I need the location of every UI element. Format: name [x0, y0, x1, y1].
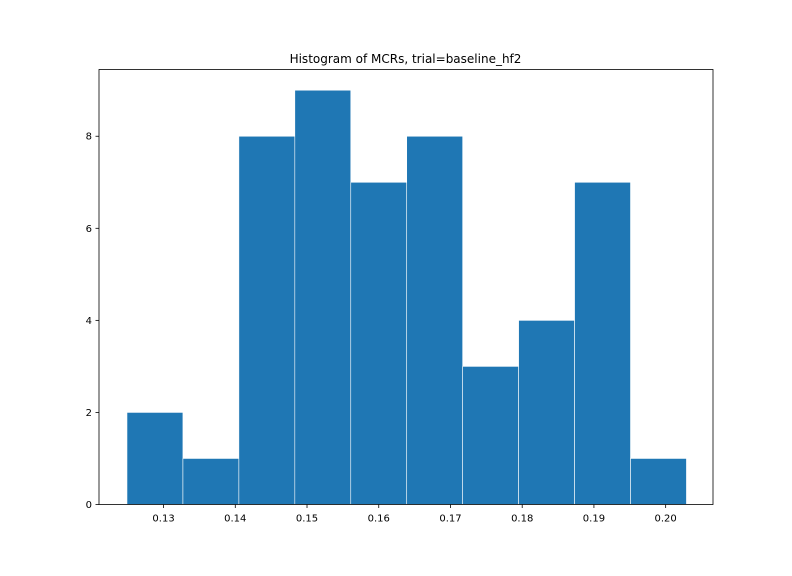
histogram-bar	[518, 320, 575, 505]
x-tick-label: 0.20	[655, 514, 677, 525]
histogram-bar	[630, 458, 687, 505]
histogram-bar	[350, 181, 408, 505]
x-tick-label: 0.17	[439, 514, 461, 525]
histogram-bar	[574, 181, 631, 505]
histogram-bar	[406, 135, 463, 505]
x-tick-label: 0.16	[368, 514, 390, 525]
x-tick-label: 0.18	[511, 514, 533, 525]
histogram-bar	[294, 89, 352, 505]
histogram-bar	[182, 458, 240, 505]
y-tick-label: 4	[86, 316, 92, 327]
x-axis: 0.13 0.14 0.15 0.16 0.17 0.18 0.19 0.20	[152, 504, 677, 525]
histogram-bar	[238, 135, 296, 505]
y-tick-label: 8	[86, 132, 92, 143]
x-tick-label: 0.15	[296, 514, 318, 525]
x-tick-label: 0.14	[224, 514, 246, 525]
bars-group	[126, 89, 687, 505]
y-tick-label: 2	[86, 408, 92, 419]
x-tick-label: 0.13	[152, 514, 174, 525]
y-axis: 0 2 4 6 8	[86, 132, 99, 511]
plot-frame	[98, 69, 714, 505]
y-tick-label: 6	[86, 224, 92, 235]
histogram-bar	[462, 366, 519, 505]
histogram-bar	[126, 412, 184, 505]
x-tick-label: 0.19	[583, 514, 605, 525]
y-tick-label: 0	[86, 500, 92, 511]
chart-title: Histogram of MCRs, trial=baseline_hf2	[290, 52, 522, 66]
